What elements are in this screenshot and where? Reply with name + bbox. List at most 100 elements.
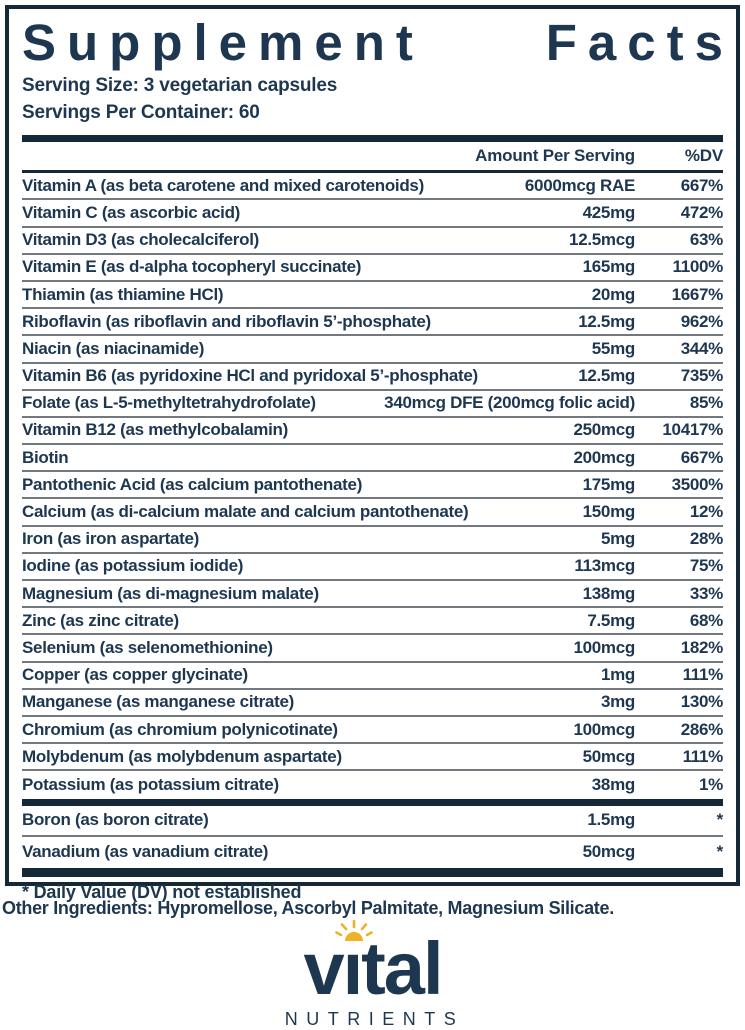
- table-row: Thiamin (as thiamine HCl) 20mg 1667%: [22, 282, 724, 310]
- daily-value-percent: *: [716, 842, 724, 861]
- ingredient-name: Molybdenum (as molybdenum aspartate): [22, 746, 342, 766]
- amount-per-serving-value: 50mcg: [582, 746, 636, 766]
- ingredient-name: Vanadium (as vanadium citrate): [22, 842, 269, 861]
- amount-per-serving-value: 12.5mg: [578, 366, 635, 386]
- table-row: Copper (as copper glycinate) 1mg 111%: [22, 663, 723, 690]
- daily-value-percent: 33%: [689, 583, 723, 603]
- table-row: Vitamin B6 (as pyridoxine HCl and pyrido…: [22, 364, 723, 391]
- ingredient-name: Calcium (as di-calcium malate and calciu…: [22, 502, 469, 522]
- amount-per-serving-value: 100mcg: [573, 719, 635, 739]
- ingredient-name: Iron (as iron aspartate): [22, 529, 200, 549]
- ingredient-name: Chromium (as chromium polynicotinate): [22, 719, 338, 739]
- table-row: Calcium (as di-calcium malate and calciu…: [22, 499, 723, 527]
- ingredient-name: Thiamin (as thiamine HCl): [22, 284, 224, 304]
- table-row: Potassium (as potassium citrate) 38mg 1%: [22, 771, 723, 798]
- ingredient-name: Vitamin E (as d-alpha tocopheryl succina…: [22, 257, 362, 277]
- amount-per-serving-value: 138mg: [582, 583, 636, 603]
- header-amount-per-serving: Amount Per Serving: [475, 146, 635, 166]
- ingredient-name: Vitamin A (as beta carotene and mixed ca…: [22, 175, 424, 195]
- amount-per-serving-value: 1.5mg: [587, 810, 635, 829]
- table-row: Niacin (as niacinamide) 55mg 344%: [22, 336, 724, 364]
- ingredient-name: Pantothenic Acid (as calcium pantothenat…: [22, 474, 363, 494]
- daily-value-percent: 10417%: [662, 420, 723, 440]
- panel-title: Supplement Facts: [22, 17, 723, 68]
- ingredient-name: Niacin (as niacinamide): [22, 338, 205, 358]
- table-row: Vitamin A (as beta carotene and mixed ca…: [22, 173, 724, 201]
- table-row: Riboflavin (as riboflavin and riboflavin…: [22, 309, 724, 337]
- ingredient-name: Boron (as boron citrate): [22, 810, 209, 829]
- ingredient-name: Copper (as copper glycinate): [22, 665, 248, 685]
- table-row: Vitamin C (as ascorbic acid) 425mg 472%: [22, 200, 723, 228]
- table-row: Iron (as iron aspartate) 5mg 28%: [22, 527, 723, 554]
- table-row: Vanadium (as vanadium citrate) 50mcg *: [22, 837, 723, 868]
- daily-value-percent: 3500%: [671, 474, 724, 494]
- amount-per-serving-value: 200mcg: [573, 447, 635, 467]
- table-row: Selenium (as selenomethionine) 100mcg 18…: [22, 635, 724, 663]
- ingredient-name: Folate (as L-5-methyltetrahydrofolate): [22, 393, 316, 413]
- daily-value-percent: 962%: [680, 311, 724, 331]
- daily-value-percent: 1%: [699, 774, 723, 794]
- amount-per-serving-value: 12.5mcg: [569, 230, 635, 250]
- ingredient-name: Vitamin D3 (as cholecalciferol): [22, 230, 259, 250]
- amount-per-serving-value: 1mg: [600, 665, 635, 685]
- title-word-supplement: Supplement: [22, 14, 424, 71]
- amount-per-serving-value: 250mcg: [573, 420, 635, 440]
- daily-value-percent: 1100%: [672, 257, 724, 277]
- ingredient-name: Manganese (as manganese citrate): [22, 692, 294, 712]
- daily-value-percent: 735%: [680, 366, 724, 386]
- amount-per-serving-value: 150mg: [582, 502, 636, 522]
- daily-value-percent: 344%: [680, 338, 724, 358]
- daily-value-percent: 85%: [689, 393, 723, 413]
- daily-value-percent: 75%: [689, 556, 723, 576]
- amount-per-serving-value: 5mg: [600, 529, 635, 549]
- daily-value-percent: 182%: [680, 637, 724, 657]
- daily-value-percent: 12%: [689, 502, 723, 522]
- amount-per-serving-value: 6000mcg RAE: [524, 175, 635, 195]
- title-word-facts: Facts: [545, 14, 734, 71]
- amount-per-serving-value: 165mg: [582, 257, 636, 277]
- daily-value-percent: 111%: [682, 746, 724, 766]
- table-row: Folate (as L-5-methyltetrahydrofolate) 3…: [22, 391, 723, 418]
- ingredient-name: Magnesium (as di-magnesium malate): [22, 583, 319, 603]
- amount-per-serving-value: 425mg: [582, 202, 636, 222]
- supplement-facts-panel: Supplement Facts Serving Size: 3 vegetar…: [5, 5, 740, 902]
- amount-per-serving-value: 38mg: [591, 774, 636, 794]
- table-header-row: Amount Per Serving %DV: [22, 142, 723, 174]
- divider-bar-top: [22, 135, 723, 143]
- daily-value-percent: 667%: [680, 175, 724, 195]
- table-row: Boron (as boron citrate) 1.5mg *: [22, 806, 723, 837]
- divider-bar-middle: [22, 798, 723, 806]
- daily-value-footnote: * Daily Value (DV) not established: [22, 882, 302, 902]
- ingredient-name: Vitamin B12 (as methylcobalamin): [22, 420, 288, 440]
- amount-per-serving-value: 340mcg DFE (200mcg folic acid): [384, 393, 635, 413]
- no-dv-nutrient-rows: Boron (as boron citrate) 1.5mg * Vanadiu…: [22, 806, 723, 868]
- ingredient-name: Vitamin C (as ascorbic acid): [22, 202, 241, 222]
- daily-value-percent: *: [716, 810, 724, 829]
- ingredient-name: Zinc (as zinc citrate): [22, 610, 179, 630]
- amount-per-serving-value: 12.5mg: [578, 311, 635, 331]
- amount-per-serving-value: 55mg: [591, 338, 636, 358]
- daily-value-percent: 111%: [682, 665, 724, 685]
- amount-per-serving-value: 7.5mg: [587, 610, 635, 630]
- daily-value-percent: 667%: [680, 447, 724, 467]
- daily-value-percent: 1667%: [671, 284, 724, 304]
- divider-bar-bottom: [22, 867, 723, 877]
- logo-word-text: vıtal: [303, 927, 443, 1010]
- daily-value-percent: 28%: [689, 529, 723, 549]
- vital-nutrients-logo: vıtal NUTRIENTS: [0, 919, 745, 1030]
- amount-per-serving-value: 100mcg: [573, 637, 635, 657]
- amount-per-serving-value: 20mg: [591, 284, 636, 304]
- amount-per-serving-value: 3mg: [600, 692, 635, 712]
- serving-info: Serving Size: 3 vegetarian capsules Serv…: [22, 73, 723, 126]
- logo-word: vıtal: [303, 919, 444, 1006]
- sun-icon: [335, 919, 374, 941]
- table-row: Magnesium (as di-magnesium malate) 138mg…: [22, 581, 723, 609]
- table-row: Vitamin D3 (as cholecalciferol) 12.5mcg …: [22, 228, 723, 255]
- logo-subtext: NUTRIENTS: [284, 1009, 465, 1029]
- ingredient-name: Selenium (as selenomethionine): [22, 637, 273, 657]
- ingredient-name: Iodine (as potassium iodide): [22, 556, 244, 576]
- table-row: Iodine (as potassium iodide) 113mcg 75%: [22, 554, 723, 581]
- amount-per-serving-value: 175mg: [582, 474, 636, 494]
- table-row: Chromium (as chromium polynicotinate) 10…: [22, 717, 723, 745]
- table-row: Vitamin E (as d-alpha tocopheryl succina…: [22, 255, 723, 282]
